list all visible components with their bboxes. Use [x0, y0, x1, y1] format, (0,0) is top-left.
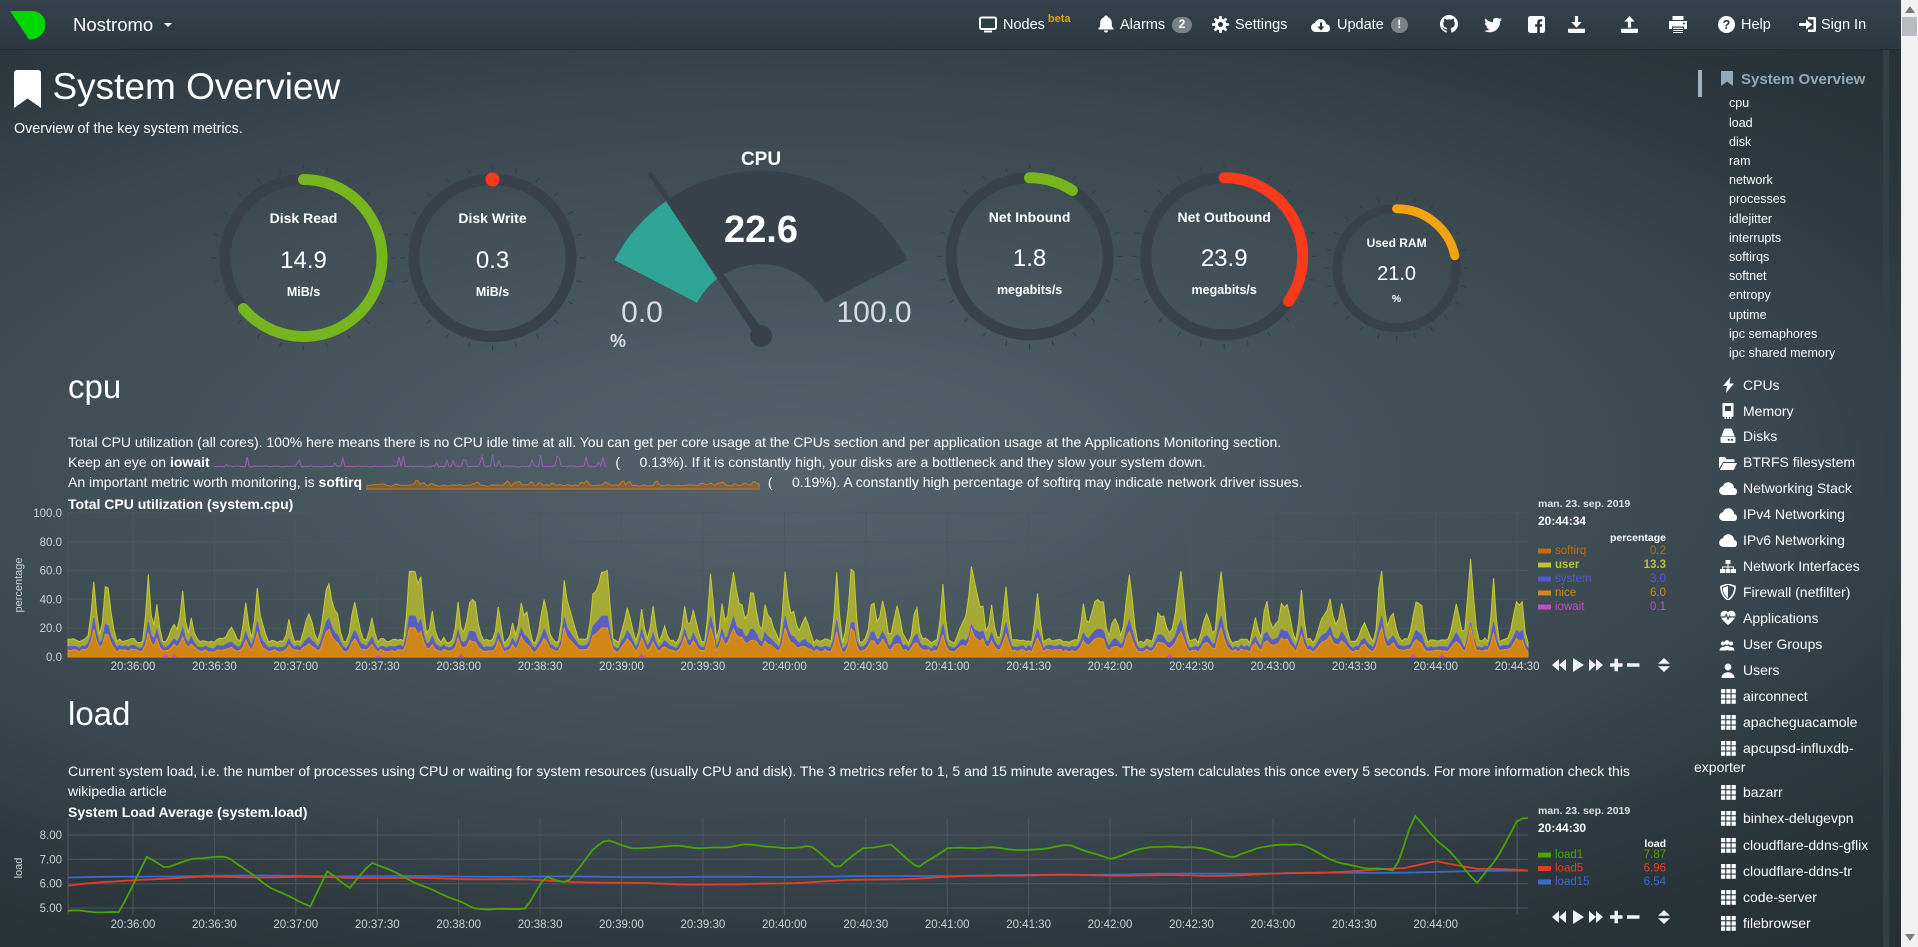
svg-text:20:44:00: 20:44:00: [1413, 919, 1458, 931]
svg-text:6.0: 6.0: [1650, 587, 1666, 599]
svg-text:14.9: 14.9: [280, 247, 327, 274]
svg-text:6.96: 6.96: [1644, 863, 1666, 875]
svg-text:CPU: CPU: [741, 149, 781, 170]
svg-text:man. 23. sep. 2019: man. 23. sep. 2019: [1538, 498, 1630, 510]
svg-text:Net Inbound: Net Inbound: [989, 209, 1071, 225]
svg-text:20:38:00: 20:38:00: [436, 919, 481, 931]
svg-text:20:44:34: 20:44:34: [1538, 514, 1586, 528]
svg-text:3.0: 3.0: [1650, 573, 1666, 585]
svg-text:0.1: 0.1: [1650, 601, 1666, 613]
svg-text:20.0: 20.0: [40, 623, 62, 635]
svg-text:percentage: percentage: [1610, 532, 1666, 544]
svg-text:20:41:30: 20:41:30: [1006, 661, 1051, 673]
svg-text:8.00: 8.00: [40, 830, 62, 842]
svg-text:20:44:00: 20:44:00: [1413, 661, 1458, 673]
svg-text:nice: nice: [1555, 587, 1576, 599]
svg-text:20:38:30: 20:38:30: [518, 661, 563, 673]
svg-text:22.6: 22.6: [724, 209, 798, 251]
svg-text:MiB/s: MiB/s: [287, 285, 320, 299]
svg-text:softirq: softirq: [1555, 545, 1586, 557]
svg-text:20:40:00: 20:40:00: [762, 919, 807, 931]
svg-text:Used RAM: Used RAM: [1367, 236, 1427, 250]
svg-text:20:42:00: 20:42:00: [1088, 919, 1133, 931]
svg-text:20:37:30: 20:37:30: [355, 661, 400, 673]
svg-text:100.0: 100.0: [33, 508, 62, 520]
svg-text:0.3: 0.3: [476, 247, 509, 274]
svg-text:megabits/s: megabits/s: [1192, 283, 1257, 297]
svg-text:Net Outbound: Net Outbound: [1178, 209, 1271, 225]
svg-text:23.9: 23.9: [1201, 245, 1248, 272]
svg-text:20:41:00: 20:41:00: [925, 919, 970, 931]
svg-text:5.00: 5.00: [40, 903, 62, 915]
svg-text:20:38:30: 20:38:30: [518, 919, 563, 931]
svg-text:13.3: 13.3: [1644, 559, 1666, 571]
svg-text:20:42:30: 20:42:30: [1169, 919, 1214, 931]
svg-text:load: load: [13, 858, 25, 879]
svg-text:20:39:00: 20:39:00: [599, 661, 644, 673]
svg-text:6.54: 6.54: [1644, 876, 1667, 888]
svg-text:20:36:30: 20:36:30: [192, 661, 237, 673]
svg-text:20:41:30: 20:41:30: [1006, 919, 1051, 931]
svg-text:20:40:30: 20:40:30: [843, 919, 888, 931]
svg-text:6.00: 6.00: [40, 879, 62, 891]
svg-text:megabits/s: megabits/s: [997, 283, 1062, 297]
svg-text:20:36:00: 20:36:00: [111, 661, 156, 673]
svg-text:7.87: 7.87: [1644, 849, 1666, 861]
svg-text:system: system: [1555, 573, 1591, 585]
svg-text:man. 23. sep. 2019: man. 23. sep. 2019: [1538, 805, 1630, 817]
svg-text:Disk Read: Disk Read: [270, 210, 338, 226]
svg-text:0.0: 0.0: [46, 652, 62, 664]
svg-text:100.0: 100.0: [836, 296, 911, 329]
svg-text:20:43:00: 20:43:00: [1251, 661, 1296, 673]
svg-text:%: %: [1392, 293, 1402, 305]
svg-text:load15: load15: [1555, 876, 1590, 888]
svg-text:1.8: 1.8: [1013, 245, 1046, 272]
svg-text:0.2: 0.2: [1650, 545, 1666, 557]
svg-text:20:37:30: 20:37:30: [355, 919, 400, 931]
svg-text:20:38:00: 20:38:00: [436, 661, 481, 673]
svg-text:percentage: percentage: [13, 557, 25, 612]
svg-text:20:37:00: 20:37:00: [273, 919, 318, 931]
svg-text:0.0: 0.0: [621, 296, 663, 329]
svg-text:20:39:00: 20:39:00: [599, 919, 644, 931]
svg-text:20:44:30: 20:44:30: [1495, 661, 1540, 673]
svg-text:21.0: 21.0: [1377, 263, 1416, 285]
svg-text:?: ?: [1723, 18, 1731, 32]
svg-text:20:40:00: 20:40:00: [762, 661, 807, 673]
svg-text:20:36:00: 20:36:00: [111, 919, 156, 931]
svg-text:20:43:30: 20:43:30: [1332, 919, 1377, 931]
svg-text:load5: load5: [1555, 863, 1583, 875]
svg-text:20:42:00: 20:42:00: [1088, 661, 1133, 673]
svg-text:user: user: [1555, 559, 1580, 571]
svg-text:load: load: [1644, 838, 1666, 850]
svg-text:iowait: iowait: [1555, 601, 1585, 613]
svg-text:20:39:30: 20:39:30: [681, 919, 726, 931]
svg-text:20:43:00: 20:43:00: [1251, 919, 1296, 931]
svg-text:40.0: 40.0: [40, 594, 62, 606]
svg-text:20:39:30: 20:39:30: [681, 661, 726, 673]
svg-text:load1: load1: [1555, 849, 1583, 861]
svg-text:20:40:30: 20:40:30: [843, 661, 888, 673]
svg-text:20:37:00: 20:37:00: [273, 661, 318, 673]
svg-text:20:42:30: 20:42:30: [1169, 661, 1214, 673]
svg-text:MiB/s: MiB/s: [476, 285, 509, 299]
svg-text:7.00: 7.00: [40, 854, 62, 866]
svg-text:20:41:00: 20:41:00: [925, 661, 970, 673]
svg-text:Disk Write: Disk Write: [458, 210, 526, 226]
svg-text:60.0: 60.0: [40, 566, 62, 578]
svg-text:20:36:30: 20:36:30: [192, 919, 237, 931]
svg-text:%: %: [610, 331, 626, 351]
svg-text:20:43:30: 20:43:30: [1332, 661, 1377, 673]
svg-text:80.0: 80.0: [40, 537, 62, 549]
svg-text:20:44:30: 20:44:30: [1538, 821, 1586, 835]
